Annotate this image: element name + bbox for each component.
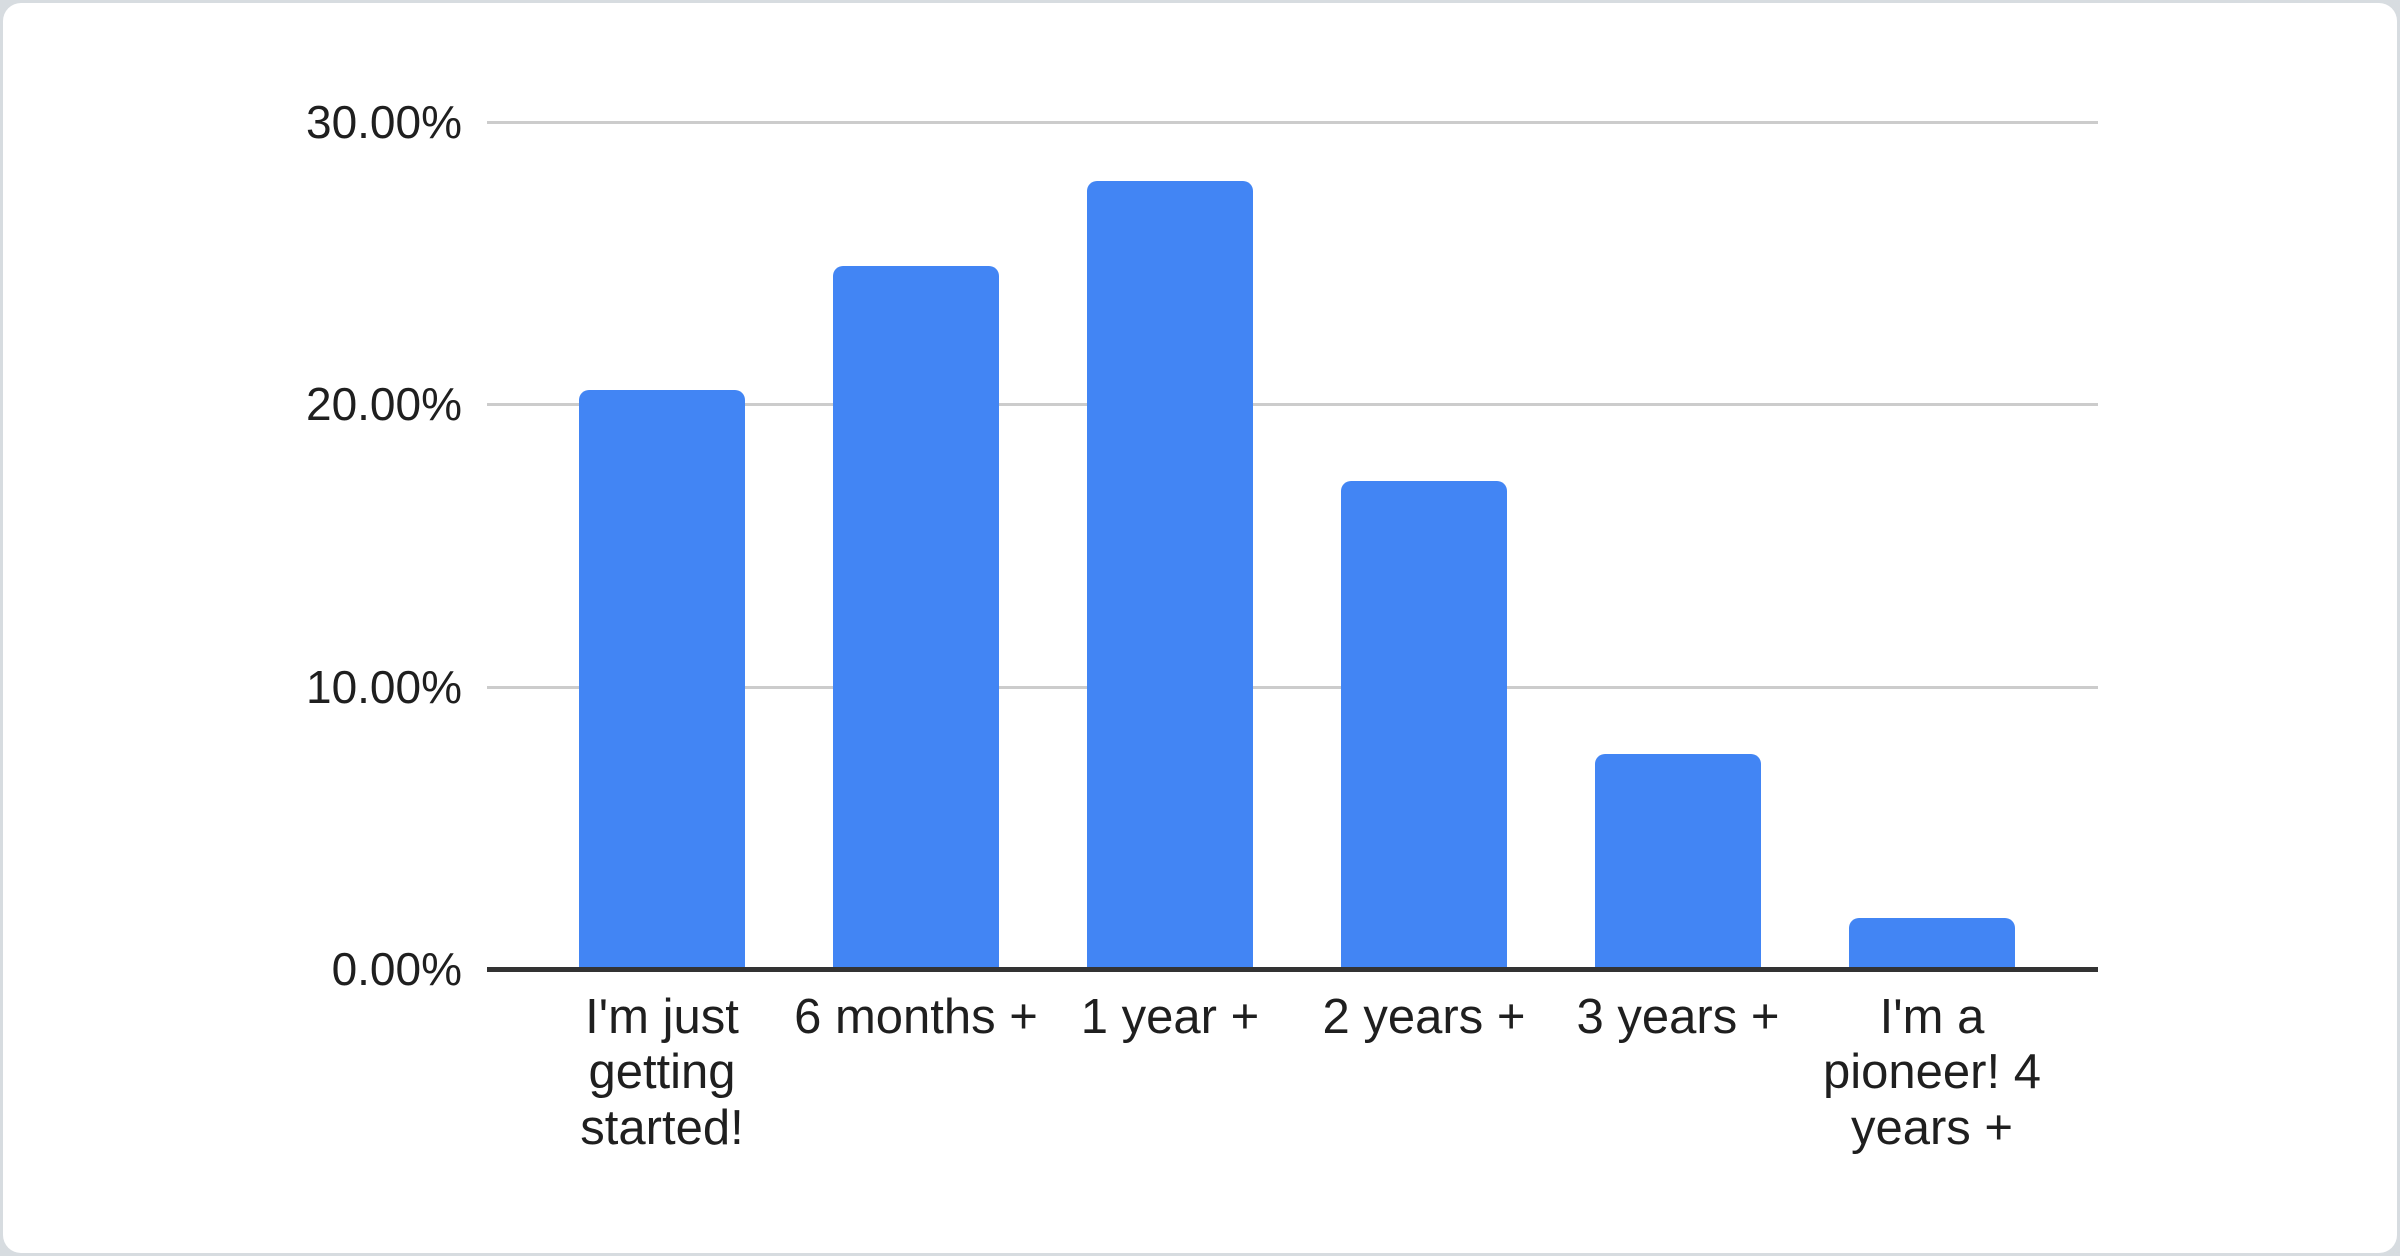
bar	[1595, 754, 1761, 969]
y-gridline	[487, 685, 2098, 689]
x-category-label: 3 years +	[1576, 990, 1780, 1044]
x-category-label: 1 year +	[1080, 990, 1260, 1044]
x-category-label: I'm a pioneer! 4 years +	[1823, 990, 2041, 1155]
x-category-label: 2 years +	[1322, 990, 1526, 1044]
y-gridline	[487, 121, 2098, 124]
x-category-label: I'm just getting started!	[580, 990, 744, 1155]
x-axis-line	[487, 967, 2098, 972]
y-gridline	[487, 403, 2098, 407]
bar	[1087, 181, 1253, 969]
y-tick-label: 30.00%	[305, 96, 462, 148]
bar	[1341, 480, 1507, 969]
x-category-label: 6 months +	[794, 990, 1038, 1044]
y-tick-label: 10.00%	[305, 660, 462, 713]
bar	[1849, 918, 2015, 969]
y-tick-label: 0.00%	[331, 943, 462, 995]
bar	[579, 390, 745, 969]
bar	[833, 265, 999, 969]
y-tick-label: 20.00%	[305, 378, 462, 431]
